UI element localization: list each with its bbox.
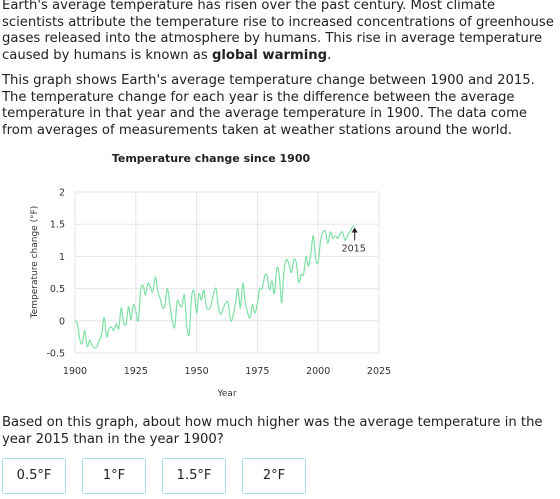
question-text: Based on this graph, about how much high…	[2, 415, 543, 447]
choice-1-5-button[interactable]: 1.5°F	[162, 458, 226, 494]
chart-grid	[74, 191, 380, 354]
arrow-head-icon	[351, 227, 358, 233]
x-tick-label: 1925	[124, 366, 148, 377]
x-tick-label: 2000	[306, 366, 330, 377]
intro-text-1: Earth's average temperature has risen ov…	[2, 0, 554, 63]
global-warming-term: global warming	[211, 47, 328, 63]
x-tick-label: 2025	[367, 366, 391, 377]
y-axis-label: Temperature change (°F)	[30, 206, 40, 320]
y-tick-label: 1.5	[50, 220, 65, 231]
annotation-label: 2015	[342, 243, 366, 254]
x-tick-labels: 1900 1925 1950 1975 2000 2025	[63, 366, 391, 377]
x-tick-label: 1950	[185, 366, 209, 377]
annotation-2015: 2015	[342, 227, 366, 254]
temperature-chart: Temperature change since 1900 -0.5 0 0.5 1 1…	[30, 152, 391, 399]
x-tick-label: 1900	[63, 366, 87, 377]
y-tick-label: 0.5	[50, 284, 65, 295]
intro-term-end: .	[327, 47, 332, 63]
choice-0-5-button[interactable]: 0.5°F	[2, 458, 66, 494]
intro-paragraph-2: This graph shows Earth's average tempera…	[2, 73, 535, 138]
y-tick-labels: -0.5 0 0.5 1 1.5 2	[46, 188, 65, 360]
y-tick-label: 1	[59, 252, 65, 263]
choice-2-button[interactable]: 2°F	[242, 458, 306, 494]
chart-title: Temperature change since 1900	[112, 152, 311, 165]
x-tick-label: 1975	[245, 366, 269, 377]
choice-1-button[interactable]: 1°F	[82, 458, 146, 494]
y-tick-label: -0.5	[46, 349, 65, 360]
intro-paragraph-1: Earth's average temperature has risen ov…	[2, 0, 558, 64]
temperature-series-line	[74, 225, 356, 349]
y-tick-label: 0	[59, 316, 65, 327]
x-axis-label: Year	[216, 389, 236, 399]
y-tick-label: 2	[59, 188, 65, 199]
